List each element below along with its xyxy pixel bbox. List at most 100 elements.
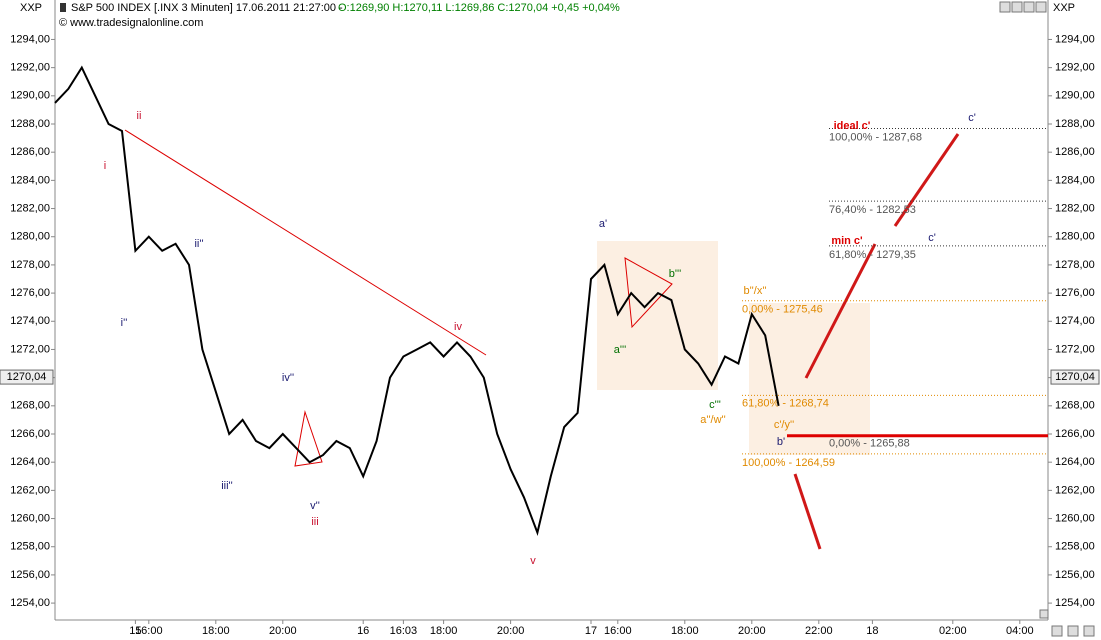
- last-value-tag: [0, 369, 54, 385]
- wave-label: c'/y'': [774, 419, 794, 431]
- wave-label: b''/x'': [743, 285, 766, 297]
- y-tick-label: 1282,00: [10, 202, 50, 214]
- y-tick-label: 1280,00: [1055, 231, 1095, 243]
- wave-label: ideal c': [834, 120, 871, 132]
- x-tick-label: 22:00: [805, 625, 833, 637]
- y-tick-label: 1290,00: [1055, 90, 1095, 102]
- y-tick-label: 1294,00: [1055, 33, 1095, 45]
- x-tick-label: 17: [585, 625, 597, 637]
- y-tick-label: 1272,00: [1055, 343, 1095, 355]
- wave-label: min c': [831, 235, 863, 247]
- button[interactable]: [1067, 625, 1079, 637]
- wave-label: v: [530, 555, 536, 567]
- x-tick-label: 16:00: [604, 625, 632, 637]
- y-tick-label: 1260,00: [10, 512, 50, 524]
- level-label: 61,80% - 1279,35: [829, 249, 916, 261]
- y-tick-label: 1254,00: [10, 597, 50, 609]
- x-tick-label: 16:03: [390, 625, 418, 637]
- x-tick-label: 18:00: [671, 625, 699, 637]
- ohlc: O:1269,90 H:1270,11 L:1269,86 C:1270,04 …: [338, 2, 620, 14]
- symbol: XXP: [20, 2, 42, 14]
- wave-label: i: [104, 160, 106, 172]
- wave-label: a''': [614, 344, 626, 356]
- wave-label: iv'': [282, 372, 294, 384]
- button[interactable]: [1035, 1, 1047, 13]
- last-value-label: 1270,04: [7, 371, 47, 383]
- triangle: [624, 257, 673, 329]
- y-tick-label: 1288,00: [1055, 118, 1095, 130]
- button[interactable]: [1023, 1, 1035, 13]
- y-tick-label: 1292,00: [1055, 62, 1095, 74]
- wave-label: c': [968, 112, 976, 124]
- wave-label: a': [599, 218, 607, 230]
- wave-label: c''': [709, 399, 721, 411]
- wave-label: b''': [669, 268, 681, 280]
- level-label: 61,80% - 1268,74: [742, 397, 829, 409]
- level-label: 100,00% - 1264,59: [742, 457, 835, 469]
- y-tick-label: 1292,00: [10, 62, 50, 74]
- window-buttons[interactable]: [999, 1, 1095, 637]
- y-tick-label: 1274,00: [1055, 315, 1095, 327]
- icon: [60, 3, 66, 12]
- x-tick-label: 15: [129, 625, 141, 637]
- wave-label: iv: [454, 321, 462, 333]
- wave-label: b': [777, 436, 785, 448]
- button[interactable]: [1083, 625, 1095, 637]
- x-tick-label: 20:00: [738, 625, 766, 637]
- y-tick-label: 1262,00: [10, 484, 50, 496]
- last-value-tag: [1050, 369, 1100, 385]
- x-tick-label: 02:00: [939, 625, 967, 637]
- x-tick-label: 20:00: [497, 625, 525, 637]
- y-tick-label: 1264,00: [10, 456, 50, 468]
- y-tick-label: 1280,00: [10, 231, 50, 243]
- y-tick-label: 1262,00: [1055, 484, 1095, 496]
- wave-label: iii'': [221, 480, 233, 492]
- y-tick-label: 1276,00: [10, 287, 50, 299]
- y-tick-label: 1274,00: [10, 315, 50, 327]
- triangle: [294, 410, 323, 467]
- y-tick-label: 1286,00: [10, 146, 50, 158]
- y-tick-label: 1268,00: [10, 400, 50, 412]
- y-tick-label: 1266,00: [10, 428, 50, 440]
- level-label: 0,00% - 1265,88: [829, 438, 910, 450]
- y-tick-label: 1286,00: [1055, 146, 1095, 158]
- wave-label: ii: [137, 110, 142, 122]
- y-tick-label: 1260,00: [1055, 512, 1095, 524]
- level-label: 0,00% - 1275,46: [742, 304, 823, 316]
- y-tick-label: 1284,00: [10, 174, 50, 186]
- last-value-label: 1270,04: [1055, 371, 1095, 383]
- y-tick-label: 1276,00: [1055, 287, 1095, 299]
- button[interactable]: [1011, 1, 1023, 13]
- y-tick-label: 1256,00: [1055, 569, 1095, 581]
- source: © www.tradesignalonline.com: [59, 17, 203, 29]
- x-tick-label: 18: [866, 625, 878, 637]
- x-tick-label: 04:00: [1006, 625, 1034, 637]
- chart-title: S&P 500 INDEX [.INX 3 Minuten] 17.06.201…: [71, 2, 343, 14]
- x-tick-label: 16: [357, 625, 369, 637]
- y-tick-label: 1256,00: [10, 569, 50, 581]
- y-tick-label: 1288,00: [10, 118, 50, 130]
- trend-line: [124, 129, 487, 356]
- arrow: [793, 473, 822, 550]
- y-tick-label: 1282,00: [1055, 202, 1095, 214]
- y-tick-label: 1268,00: [1055, 400, 1095, 412]
- y-tick-label: 1278,00: [10, 259, 50, 271]
- y-tick-label: 1290,00: [10, 90, 50, 102]
- button[interactable]: [1039, 609, 1049, 619]
- y-tick-label: 1264,00: [1055, 456, 1095, 468]
- button[interactable]: [999, 1, 1011, 13]
- wave-label: ii'': [194, 238, 203, 250]
- price-line: [54, 65, 780, 536]
- y-tick-label: 1266,00: [1055, 428, 1095, 440]
- level-label: 76,40% - 1282,53: [829, 204, 916, 216]
- y-tick-label: 1254,00: [1055, 597, 1095, 609]
- y-tick-label: 1284,00: [1055, 174, 1095, 186]
- arrow: [804, 243, 877, 379]
- x-tick-label: 18:00: [202, 625, 230, 637]
- button[interactable]: [1051, 625, 1063, 637]
- y-tick-label: 1258,00: [10, 541, 50, 553]
- y-tick-label: 1278,00: [1055, 259, 1095, 271]
